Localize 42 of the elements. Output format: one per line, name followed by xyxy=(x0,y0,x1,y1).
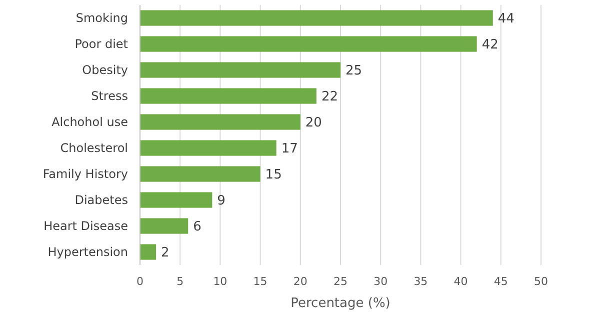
x-tick-label: 30 xyxy=(374,275,388,288)
bar xyxy=(140,192,212,208)
y-tick-label: Poor diet xyxy=(74,37,128,52)
x-tick-label: 15 xyxy=(253,275,268,288)
x-tick-label: 20 xyxy=(293,275,308,288)
bar xyxy=(140,36,477,52)
bar xyxy=(140,244,156,260)
x-tick-label: 50 xyxy=(534,275,548,288)
y-tick-label: Stress xyxy=(91,89,128,104)
x-tick-label: 25 xyxy=(334,275,348,288)
x-tick-label: 35 xyxy=(414,275,428,288)
data-label: 15 xyxy=(265,168,282,183)
data-label: 2 xyxy=(161,246,170,261)
bar xyxy=(140,88,316,104)
data-label: 9 xyxy=(217,194,226,209)
x-tick-label: 40 xyxy=(454,275,468,288)
data-label: 44 xyxy=(498,12,514,27)
x-tick-label: 0 xyxy=(136,275,144,288)
x-tick-label: 10 xyxy=(213,275,228,288)
bar xyxy=(140,62,340,78)
bar xyxy=(140,114,300,130)
bar xyxy=(140,140,276,156)
data-label: 25 xyxy=(346,64,362,79)
bar xyxy=(140,218,188,234)
y-tick-label: Diabetes xyxy=(74,193,128,208)
y-tick-label: Smoking xyxy=(76,11,128,26)
data-label: 22 xyxy=(321,90,338,105)
data-label: 42 xyxy=(482,38,498,53)
data-label: 6 xyxy=(193,220,202,235)
data-label: 20 xyxy=(305,116,322,131)
bar xyxy=(140,166,260,182)
y-tick-label: Alchohol use xyxy=(52,115,128,130)
y-tick-label: Family History xyxy=(42,167,128,182)
bar xyxy=(140,10,493,26)
x-tick-label: 5 xyxy=(176,275,184,288)
y-tick-label: Obesity xyxy=(82,63,128,78)
y-tick-label: Cholesterol xyxy=(60,141,128,156)
y-tick-label: Hypertension xyxy=(48,245,128,260)
x-axis-title: Percentage (%) xyxy=(290,296,390,311)
x-tick-label: 45 xyxy=(494,275,508,288)
data-label: 17 xyxy=(281,142,298,157)
y-tick-label: Heart Disease xyxy=(44,219,128,234)
